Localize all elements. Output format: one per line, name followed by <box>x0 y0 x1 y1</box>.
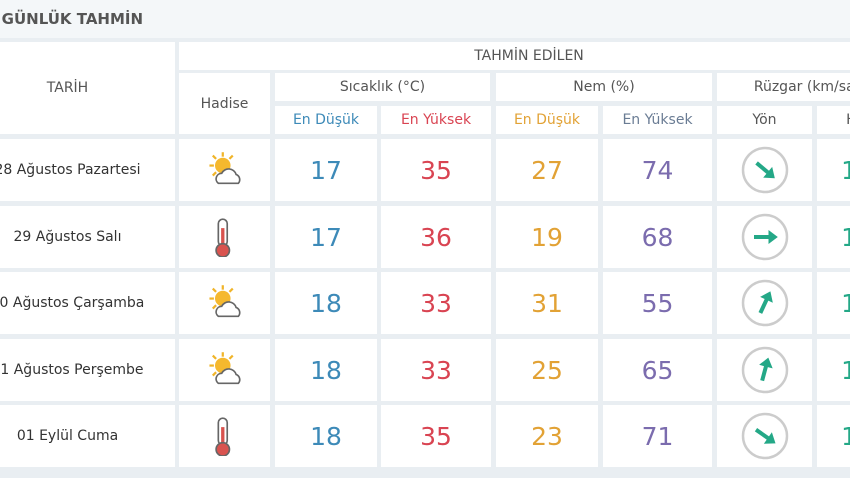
value: 31 <box>496 272 598 334</box>
icon <box>214 218 230 257</box>
title: 5 GÜNLÜK TAHMİN <box>0 10 144 28</box>
icon <box>207 351 241 385</box>
wind-arrow <box>741 412 788 460</box>
sub-header: En Düşük <box>275 106 377 134</box>
wind-arrow <box>741 213 788 261</box>
group-header: Sıcaklık (°C) <box>275 73 490 101</box>
wind-arrow <box>741 146 788 194</box>
forecast-header: TAHMİN EDİLEN <box>179 42 850 70</box>
weather-icon <box>179 339 270 401</box>
value: 27 <box>496 139 598 201</box>
value: 12 <box>817 206 850 268</box>
sub-header: Hız <box>817 106 850 134</box>
date-header: TARİH <box>0 42 175 134</box>
group-header: Rüzgar (km/sa) <box>717 73 850 101</box>
value: 68 <box>603 206 712 268</box>
value: 14 <box>817 139 850 201</box>
date: 30 Ağustos Çarşamba <box>0 272 175 334</box>
value: 71 <box>603 405 712 467</box>
weather-icon <box>179 206 270 268</box>
wind-direction <box>717 272 812 334</box>
wind-arrow <box>741 346 788 394</box>
value: 18 <box>275 405 377 467</box>
wind-direction <box>717 405 812 467</box>
date: 29 Ağustos Salı <box>0 206 175 268</box>
sub-header: En Yüksek <box>603 106 712 134</box>
weather-icon <box>179 405 270 467</box>
sub-header: En Düşük <box>496 106 598 134</box>
wind-direction <box>717 339 812 401</box>
value: 10 <box>817 339 850 401</box>
date: 31 Ağustos Perşembe <box>0 339 175 401</box>
weather-icon <box>179 139 270 201</box>
value: 35 <box>381 139 491 201</box>
sub-header: En Yüksek <box>381 106 491 134</box>
wind-direction <box>717 206 812 268</box>
icon <box>207 284 241 318</box>
value: 35 <box>381 405 491 467</box>
value: 36 <box>381 206 491 268</box>
value: 74 <box>603 139 712 201</box>
value: 18 <box>275 339 377 401</box>
value: 19 <box>496 206 598 268</box>
value: 17 <box>275 206 377 268</box>
event-header: Hadise <box>179 73 270 134</box>
value: 12 <box>817 405 850 467</box>
group-header: Nem (%) <box>496 73 712 101</box>
weather-icon <box>179 272 270 334</box>
date: 01 Eylül Cuma <box>0 405 175 467</box>
value: 14 <box>817 272 850 334</box>
value: 17 <box>275 139 377 201</box>
value: 18 <box>275 272 377 334</box>
value: 55 <box>603 272 712 334</box>
value: 33 <box>381 272 491 334</box>
wind-arrow <box>741 279 788 327</box>
title-bar <box>0 0 850 38</box>
icon <box>207 151 241 185</box>
value: 23 <box>496 405 598 467</box>
value: 33 <box>381 339 491 401</box>
wind-direction <box>717 139 812 201</box>
date: 28 Ağustos Pazartesi <box>0 139 175 201</box>
value: 65 <box>603 339 712 401</box>
icon <box>214 417 230 456</box>
value: 25 <box>496 339 598 401</box>
sub-header: Yön <box>717 106 812 134</box>
